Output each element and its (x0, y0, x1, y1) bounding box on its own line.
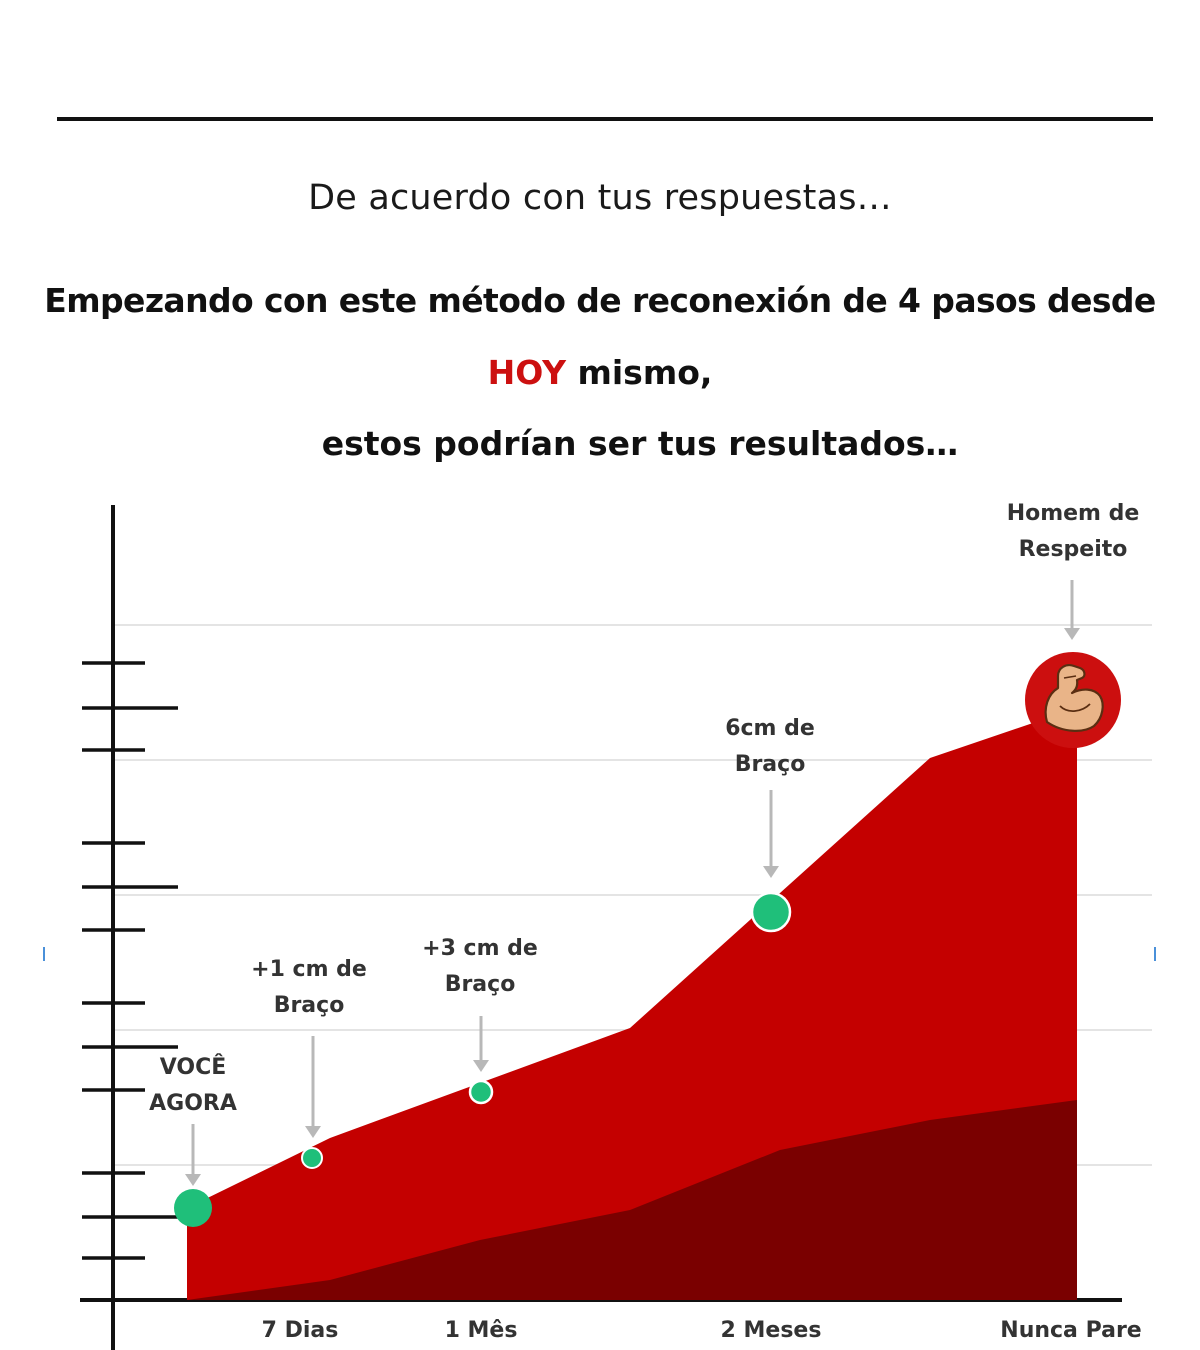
milestone-arrow-now-head (185, 1174, 201, 1186)
milestone-label-now-line-2: AGORA (149, 1091, 237, 1116)
headline-hoy: HOY (487, 353, 566, 392)
bicep-icon (1025, 652, 1121, 748)
subtitle: De acuerdo con tus respuestas… (308, 178, 892, 218)
milestone-dot-1cm (301, 1147, 323, 1169)
top-divider (57, 117, 1153, 121)
baseline-area (187, 1100, 1077, 1300)
milestone-label-3cm-line-2: Braço (445, 972, 516, 997)
x-label-1: 7 Dias (262, 1318, 339, 1343)
milestone-arrow-6cm-head (763, 866, 779, 878)
milestone-label-6cm-line-1: 6cm de (725, 716, 815, 741)
bicep-fist-line (1063, 675, 1077, 679)
chart-x-labels: 7 Dias 1 Mês 2 Meses Nunca Pare (262, 1318, 1142, 1343)
bicep-arm (1044, 664, 1104, 732)
milestone-dot-now (174, 1189, 212, 1227)
progress-chart: VOCÊ AGORA +1 cm de Braço +3 cm de Braço 6cm d… (80, 501, 1152, 1350)
milestone-dot-3cm (468, 1079, 494, 1105)
milestone-label-1cm-line-2: Braço (274, 993, 345, 1018)
milestone-label-3cm-line-1: +3 cm de (422, 936, 538, 961)
x-label-2: 1 Mês (445, 1318, 518, 1343)
milestone-label-6cm-line-2: Braço (735, 752, 806, 777)
milestone-label-now-line-1: VOCÊ (160, 1054, 227, 1080)
chart-areas (187, 708, 1077, 1300)
headline-line-1: Empezando con este método de reconexión … (44, 281, 1156, 320)
milestone-label-respect-line-1: Homem de (1007, 501, 1140, 526)
milestone-dot-6cm (750, 891, 792, 933)
x-label-4: Nunca Pare (1000, 1318, 1141, 1343)
headline-line-2-rest: mismo, (577, 353, 713, 392)
milestone-arrow-respect-head (1064, 628, 1080, 640)
chart-labels: VOCÊ AGORA +1 cm de Braço +3 cm de Braço 6cm d… (149, 501, 1139, 1186)
right-edge-mark (1154, 947, 1156, 961)
milestone-arrow-1cm-head (305, 1126, 321, 1138)
milestone-label-respect-line-2: Respeito (1019, 537, 1128, 562)
chart-markers (174, 652, 1121, 1227)
milestone-arrow-3cm-head (473, 1060, 489, 1072)
headline-line-2: HOY mismo, (0, 353, 1200, 392)
headline-line-3: estos podrían ser tus resultados… (321, 424, 959, 463)
x-label-3: 2 Meses (721, 1318, 822, 1343)
left-edge-mark (43, 947, 45, 961)
milestone-label-1cm-line-1: +1 cm de (251, 957, 367, 982)
bicep-muscle-line (1059, 703, 1091, 712)
